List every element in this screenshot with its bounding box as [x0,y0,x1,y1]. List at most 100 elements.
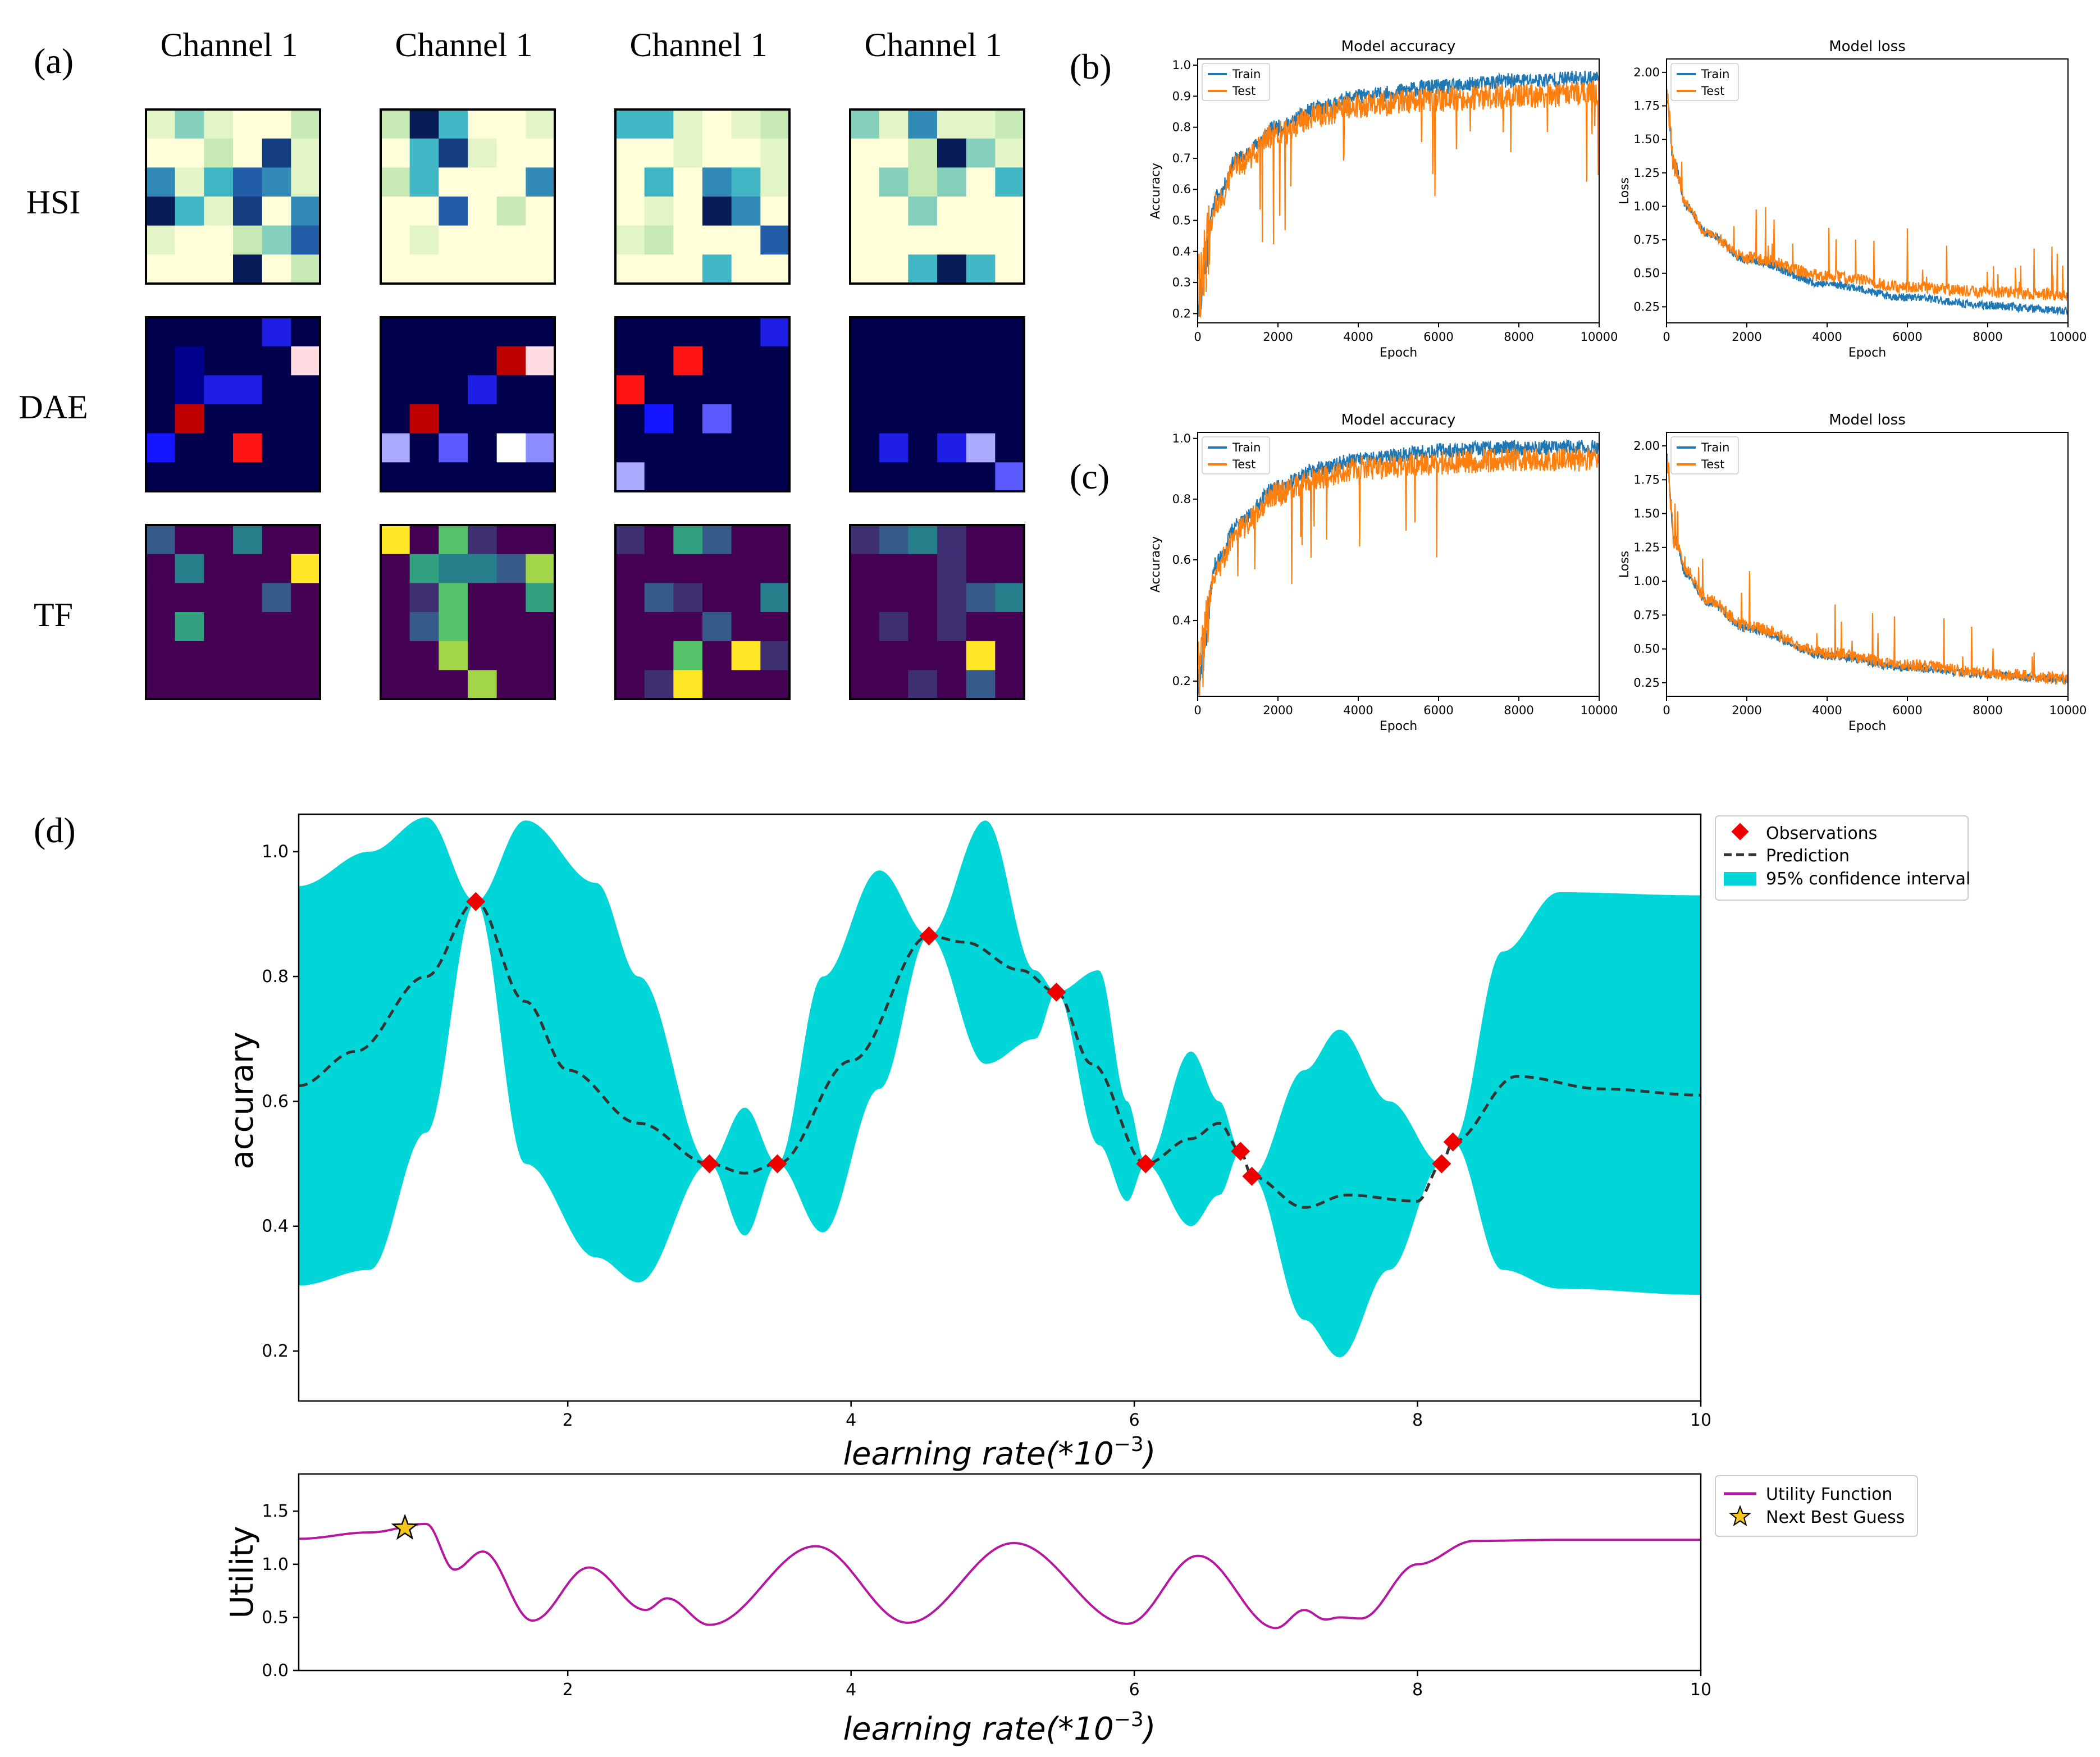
heatmap-cell [850,670,880,700]
x-tick-label: 8000 [1973,330,2002,344]
heatmap-cell [496,375,526,405]
heatmap-cell [291,641,321,670]
heatmap-cell [204,525,234,555]
observation-point [768,1154,787,1174]
gp-x-tick-label: 10 [1690,1411,1711,1430]
heatmap-cell [615,167,645,197]
heatmap-cell [175,225,204,255]
heatmap-cell [496,404,526,434]
heatmap-cell [204,197,234,226]
heatmap-cell [615,254,645,284]
heatmap-tf-4 [849,524,1025,700]
x-tick-label: 2000 [1732,330,1761,344]
heatmap-cell [262,346,291,376]
heatmap-cell [760,167,790,197]
y-axis-label: Accuracy [1149,536,1163,592]
heatmap-cell [615,583,645,613]
heatmap-cell [468,670,497,700]
heatmap-cell [409,612,439,642]
y-tick-label: 0.75 [1633,233,1660,247]
heatmap-cell [381,167,410,197]
utility-x-label: learning rate(*10−3) [843,1708,1156,1747]
observation-point [466,892,486,911]
heatmap-cell [966,317,996,347]
y-tick-label: 0.9 [1172,89,1191,103]
heatmap-cell [204,612,234,642]
heatmap-cell [673,583,703,613]
heatmap-cell [937,109,967,139]
utility-chart: 0.0 0.5 1.0 1.5 2 4 6 8 10 Utility learning rate… [224,1473,1918,1747]
heatmap-cell [526,462,555,492]
heatmap-cell [966,525,996,555]
heatmap-frame [380,108,556,285]
heatmap-cell [233,554,263,583]
series-train [1198,439,1599,695]
heatmap-cell [439,641,468,670]
x-axis-label: Epoch [1380,719,1417,733]
heatmap-cell [146,197,176,226]
heatmap-cell [262,225,291,255]
heatmap-cell [760,225,790,255]
heatmap-cell [908,167,938,197]
x-axis-label: Epoch [1848,346,1886,360]
heatmap-cell [673,641,703,670]
heatmap-cell [615,433,645,463]
heatmap-cell [175,583,204,613]
heatmap-cell [468,254,497,284]
heatmap-cell [146,375,176,405]
y-tick-label: 0.25 [1633,676,1660,690]
heatmap-cell [468,404,497,434]
heatmap-cell [908,583,938,613]
heatmap-cell [526,197,555,226]
utility-y-tick-label: 1.0 [262,1555,289,1575]
heatmap-cell [204,641,234,670]
heatmap-cell [615,404,645,434]
heatmap-cell [644,375,674,405]
heatmap-cell [966,554,996,583]
heatmap-cell [468,462,497,492]
heatmap-cell [760,583,790,613]
observation-point [1432,1154,1451,1174]
heatmap-cell [850,525,880,555]
heatmap-cell [850,167,880,197]
heatmap-cell [409,197,439,226]
heatmap-cell [966,583,996,613]
utility-x-tick-label: 4 [846,1680,856,1700]
heatmap-cell [175,462,204,492]
x-tick-label: 0 [1663,330,1670,344]
heatmap-cell [381,525,410,555]
heatmap-cell [644,641,674,670]
plot-area [1198,70,1599,322]
heatmap-cell [496,641,526,670]
heatmap-cell [291,109,321,139]
heatmap-cell [233,167,263,197]
x-tick-label: 10000 [2049,704,2087,717]
heatmap-cell [702,254,732,284]
chart-title: Model accuracy [1341,38,1456,55]
heatmap-cell [439,404,468,434]
heatmap-cell [673,670,703,700]
heatmap-cell [702,554,732,583]
heatmap-cell [615,375,645,405]
heatmap-cell [731,138,761,168]
heatmap-cell [146,317,176,347]
heatmap-cell [702,404,732,434]
heatmap-cell [702,375,732,405]
heatmap-cell [995,462,1025,492]
y-tick-label: 1.75 [1633,473,1660,486]
utility-legend-box [1715,1475,1918,1537]
heatmap-cell [526,612,555,642]
heatmap-cell [526,433,555,463]
heatmap-cell [850,375,880,405]
heatmap-cell [966,109,996,139]
heatmap-cell [175,612,204,642]
heatmap-cell [702,462,732,492]
heatmap-cell [204,433,234,463]
heatmap-cell [468,612,497,642]
heatmap-cell [760,525,790,555]
heatmap-cell [879,404,909,434]
heatmap-cell [995,317,1025,347]
heatmap-cell [146,554,176,583]
heatmap-cell [908,138,938,168]
heatmap-cell [615,225,645,255]
